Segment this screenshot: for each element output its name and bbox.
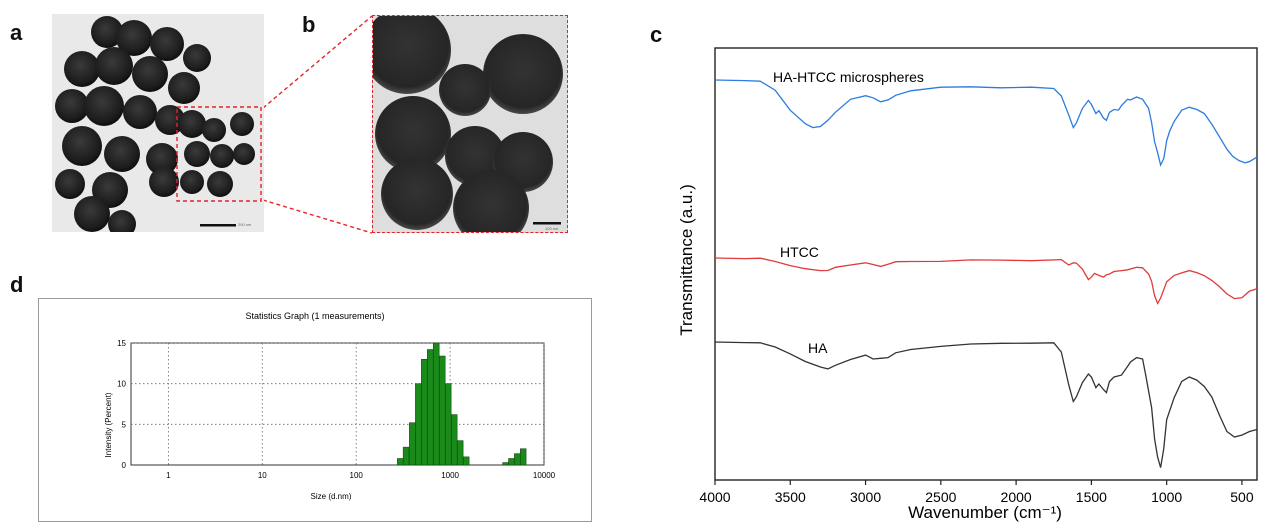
dls-histogram-bar [397, 458, 404, 466]
ftir-x-tick-label: 3000 [850, 489, 881, 505]
dls-size-distribution-chart: Statistics Graph (1 measurements) Intens… [38, 298, 592, 522]
microsphere-particles [52, 14, 264, 232]
ftir-series-line [714, 257, 1258, 305]
panel-label-a: a [10, 20, 23, 45]
dls-y-tick-label: 15 [117, 339, 126, 348]
dls-histogram-bar [445, 383, 452, 466]
dls-histogram-bar [508, 458, 515, 466]
dls-y-tick-label: 5 [122, 420, 127, 429]
ftir-curve-label: HA-HTCC microspheres [773, 69, 924, 85]
zoom-connector-lines [262, 15, 373, 234]
dls-y-tick-label: 0 [122, 461, 127, 470]
ftir-x-tick-label: 1000 [1151, 489, 1182, 505]
ftir-x-tick-label: 2000 [1001, 489, 1032, 505]
ftir-x-tick-label: 3500 [775, 489, 806, 505]
ftir-y-axis-label: Transmittance (a.u.) [677, 184, 696, 335]
ftir-curve-label: HTCC [780, 244, 819, 260]
ftir-spectra-chart: Transmittance (a.u.) Wavenumber (cm⁻¹) 4… [677, 47, 1258, 522]
dls-histogram-bar [427, 349, 434, 466]
dls-histogram-bar [519, 448, 527, 466]
scale-bar-label-a: 200 nm [238, 222, 252, 227]
dls-x-tick-label: 10 [258, 471, 267, 480]
ftir-curve-label: HA [808, 340, 828, 356]
dls-y-axis-label: Intensity (Percent) [104, 392, 113, 457]
ftir-x-tick-label: 4000 [699, 489, 730, 505]
dls-histogram-bar [433, 342, 440, 466]
panel-label-d: d [10, 272, 24, 297]
panel-label-c: c [650, 22, 663, 47]
tem-image-zoom: 100 nm [372, 15, 568, 233]
ftir-plot-frame [714, 47, 1258, 481]
dls-x-tick-label: 10000 [533, 471, 556, 480]
dls-chart-title: Statistics Graph (1 measurements) [245, 311, 384, 321]
dls-histogram-bar [451, 414, 458, 466]
scale-bar-label-b: 100 nm [545, 226, 559, 231]
ftir-x-tick-label: 1500 [1076, 489, 1107, 505]
dls-histogram-bar [502, 462, 509, 466]
dls-histogram-bar [439, 355, 446, 466]
dls-x-axis-label: Size (d.nm) [311, 492, 352, 501]
dls-plot-frame [130, 342, 545, 466]
ftir-series-line [714, 341, 1258, 468]
dls-x-tick-label: 1000 [441, 471, 459, 480]
dls-histogram-bar [463, 456, 470, 466]
dls-x-tick-label: 1 [166, 471, 171, 480]
ftir-series-line [714, 79, 1258, 167]
tem-image-overview: 200 nm [52, 14, 264, 232]
ftir-x-axis-label: Wavenumber (cm⁻¹) [908, 503, 1062, 522]
dls-y-tick-label: 10 [117, 380, 126, 389]
dls-histogram-bar [421, 359, 428, 466]
ftir-x-tick-label: 2500 [925, 489, 956, 505]
dls-histogram-bar [415, 383, 422, 466]
zoomed-microspheres [373, 16, 567, 232]
panel-label-b: b [302, 12, 316, 37]
dls-histogram-bar [402, 446, 410, 466]
dls-chart-svg: Statistics Graph (1 measurements) Intens… [104, 311, 556, 501]
dls-histogram-bar [409, 422, 416, 466]
dls-x-tick-label: 100 [350, 471, 364, 480]
dls-histogram-bar [514, 453, 521, 466]
ftir-x-tick-label: 500 [1230, 489, 1254, 505]
dls-histogram-bar [457, 440, 464, 466]
